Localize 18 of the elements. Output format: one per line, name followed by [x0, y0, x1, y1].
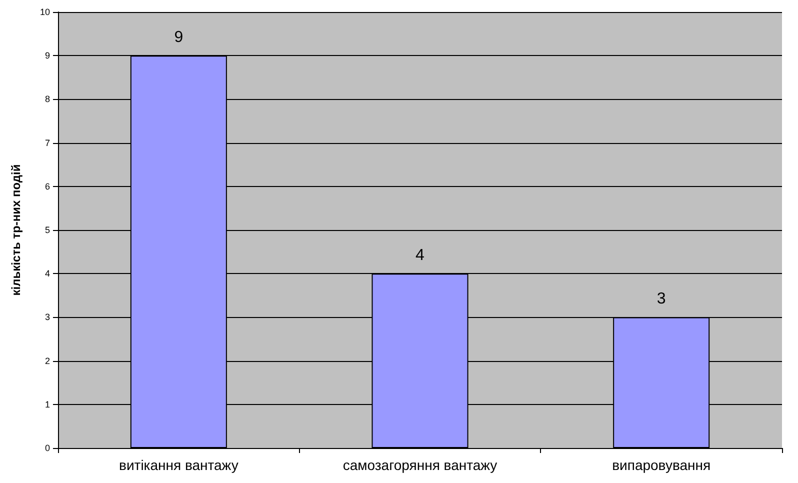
- data-label: 9: [174, 29, 184, 46]
- y-tick-label: 2: [44, 356, 50, 366]
- y-tick-label: 1: [44, 399, 50, 410]
- y-tick-label: 3: [44, 312, 50, 322]
- y-tick-label: 6: [44, 181, 50, 192]
- data-label: 3: [656, 290, 666, 308]
- y-axis-title: кількість тр-них подій: [9, 164, 23, 296]
- x-tick-label: витікання вантажу: [119, 457, 238, 473]
- y-tick-label: 8: [44, 94, 50, 104]
- y-tick-label: 5: [44, 225, 50, 235]
- y-tick-label: 10: [40, 7, 50, 17]
- y-tick-label: 9: [44, 50, 50, 61]
- y-tick-label: 4: [44, 268, 50, 279]
- data-label: 4: [416, 247, 425, 264]
- y-tick-label: 7: [44, 138, 50, 148]
- x-tick-label: самозагоряння вантажу: [342, 457, 498, 473]
- x-tick-label: випаровування: [612, 457, 711, 473]
- y-tick-label: 0: [44, 443, 50, 453]
